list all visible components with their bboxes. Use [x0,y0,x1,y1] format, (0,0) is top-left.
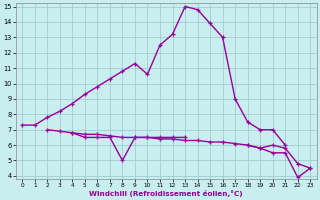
X-axis label: Windchill (Refroidissement éolien,°C): Windchill (Refroidissement éolien,°C) [90,190,243,197]
